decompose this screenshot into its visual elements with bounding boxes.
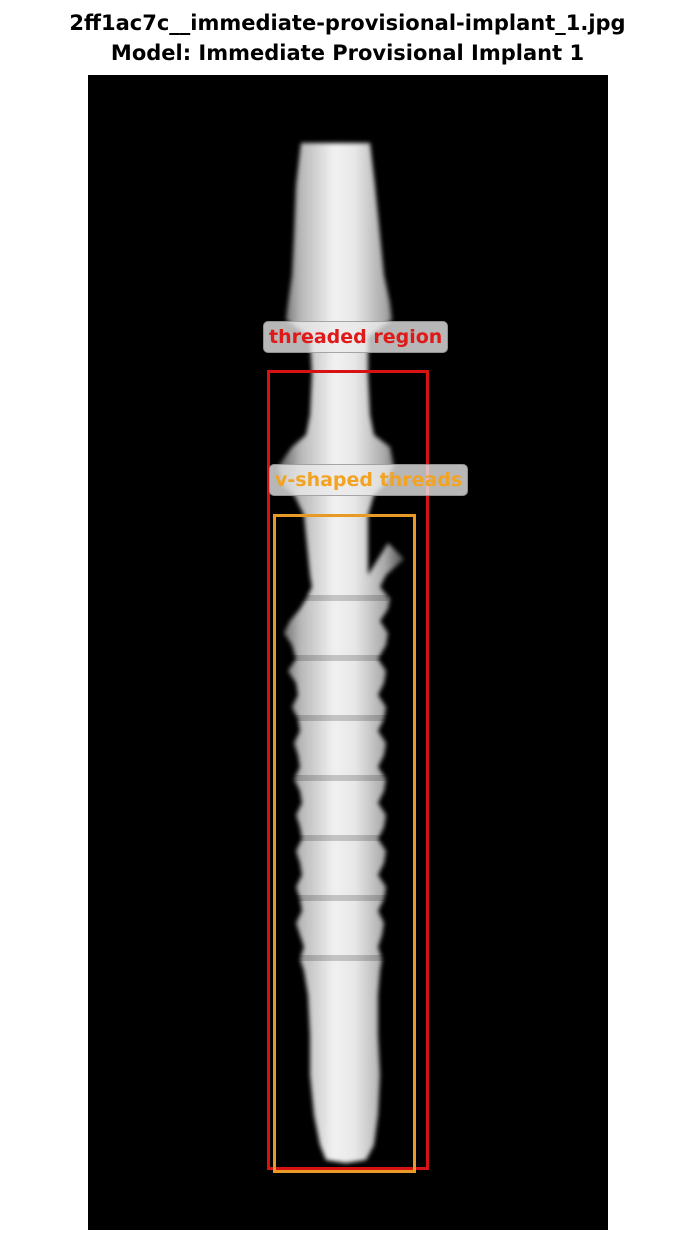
implant-radiograph bbox=[278, 143, 404, 1163]
thread-banding bbox=[288, 595, 388, 961]
image-title: 2ff1ac7c__immediate-provisional-implant_… bbox=[69, 11, 626, 35]
threaded-region-label: threaded region bbox=[263, 321, 449, 353]
v-shaped-threads-label: v-shaped threads bbox=[269, 464, 469, 496]
xray-image: whatimplantisthat.com bbox=[88, 75, 608, 1230]
model-title: Model: Immediate Provisional Implant 1 bbox=[110, 41, 585, 65]
implant-silhouette bbox=[278, 143, 404, 1163]
